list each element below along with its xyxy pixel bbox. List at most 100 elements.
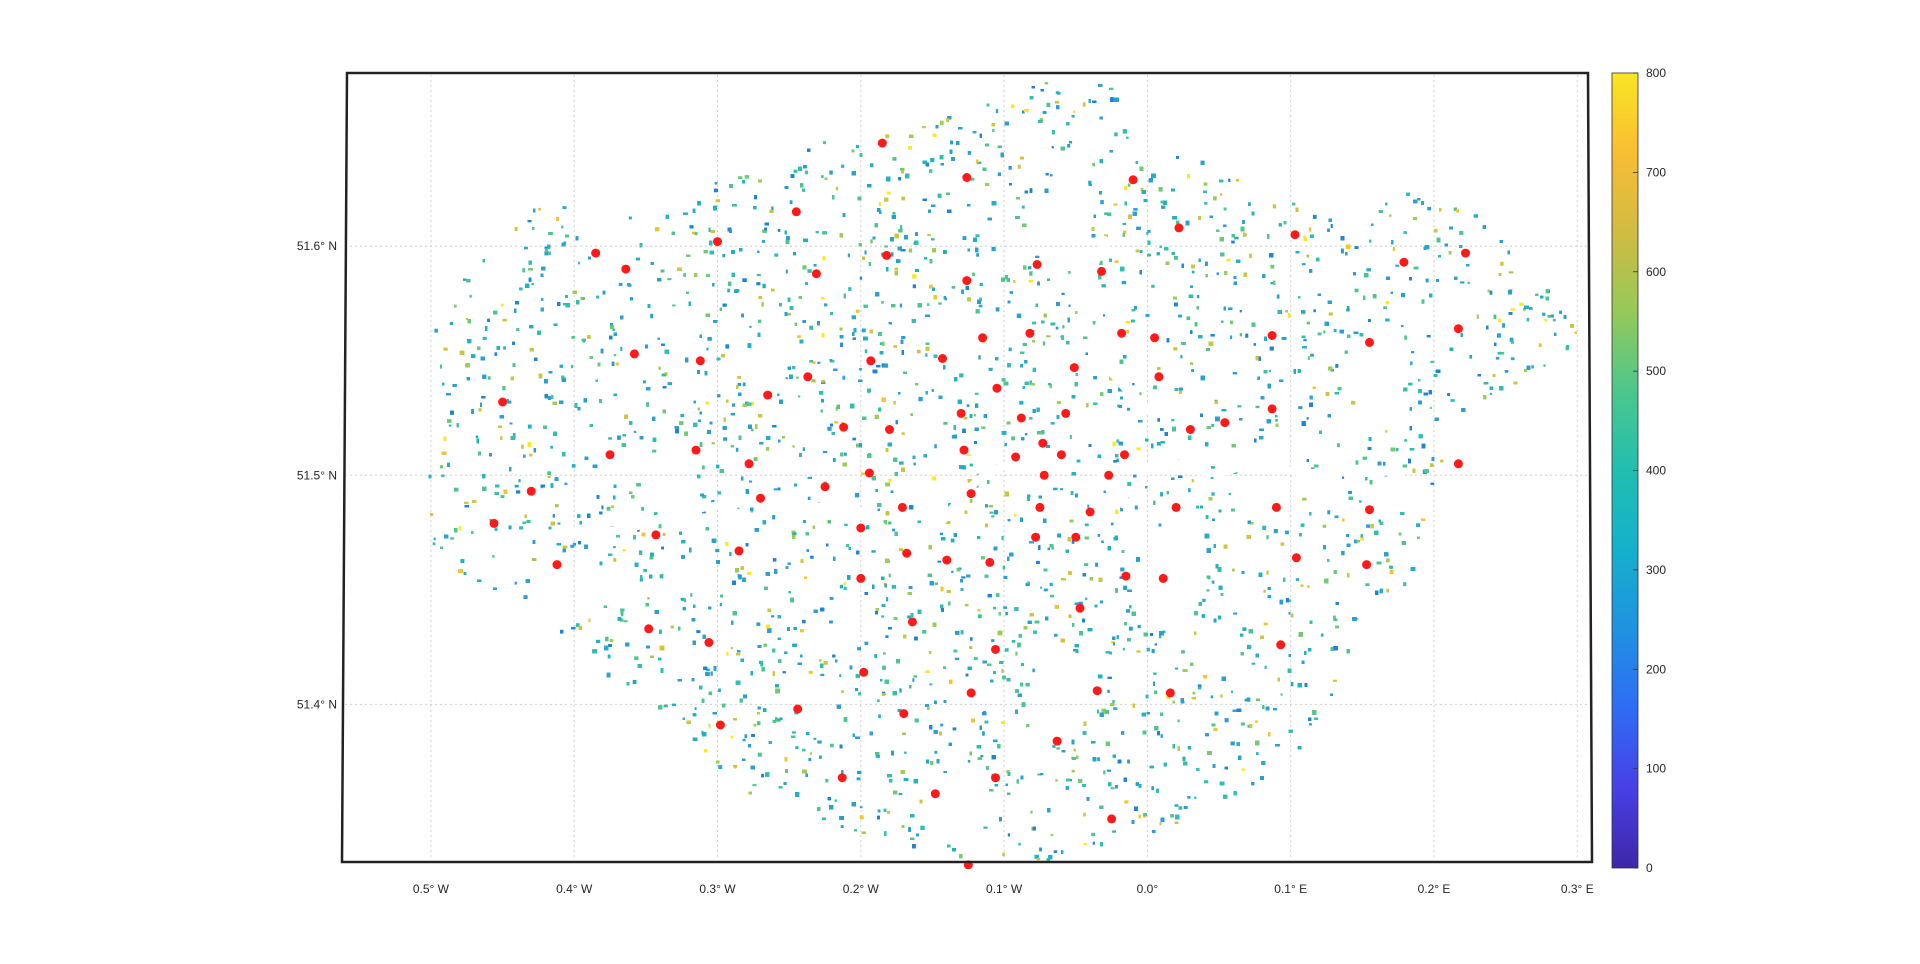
data-point: [1103, 314, 1106, 317]
data-point: [961, 465, 966, 470]
data-point: [1251, 662, 1256, 665]
data-point: [807, 476, 812, 479]
data-point: [1136, 447, 1141, 451]
data-point: [1112, 830, 1116, 833]
data-point: [875, 610, 878, 615]
data-point: [692, 231, 696, 235]
data-point: [943, 421, 948, 425]
data-point: [1049, 383, 1052, 389]
data-point: [822, 450, 828, 454]
data-point: [707, 337, 712, 341]
data-point: [492, 555, 495, 558]
data-point: [832, 458, 836, 463]
data-point: [1543, 364, 1546, 367]
data-point: [1369, 239, 1372, 243]
data-point: [449, 322, 454, 326]
data-point: [615, 362, 619, 366]
data-point: [761, 240, 766, 243]
data-point: [890, 252, 894, 257]
data-point: [1078, 601, 1083, 605]
data-point: [797, 335, 801, 338]
data-point: [572, 542, 577, 546]
data-point: [967, 759, 971, 763]
data-point: [913, 675, 917, 678]
data-point: [1245, 333, 1249, 338]
data-point: [758, 295, 763, 299]
data-point: [1056, 747, 1061, 750]
data-point: [1509, 337, 1514, 342]
data-point: [1013, 280, 1016, 283]
data-point: [875, 755, 880, 758]
data-point: [819, 659, 822, 662]
data-point: [650, 313, 654, 319]
data-point: [588, 618, 591, 623]
data-point: [977, 614, 982, 619]
data-point: [541, 297, 544, 301]
data-point: [1403, 582, 1407, 587]
data-point: [1204, 202, 1208, 205]
data-point: [1500, 261, 1504, 266]
data-point: [1152, 385, 1158, 390]
data-point: [538, 207, 541, 211]
data-point: [1337, 443, 1340, 448]
data-point: [1023, 626, 1028, 630]
data-point: [802, 748, 806, 752]
data-point: [757, 319, 762, 323]
data-point: [1109, 87, 1114, 90]
data-point: [851, 315, 856, 320]
data-point: [843, 586, 847, 591]
data-point: [464, 501, 469, 504]
data-point: [1179, 390, 1182, 394]
data-point: [610, 505, 615, 508]
data-point: [547, 471, 552, 475]
data-point: [1054, 100, 1060, 104]
data-point: [773, 488, 778, 491]
data-point: [1040, 89, 1044, 92]
data-point: [523, 454, 526, 458]
data-point: [1191, 270, 1195, 274]
data-point: [975, 403, 979, 408]
data-point: [1216, 272, 1219, 276]
data-point: [1111, 640, 1115, 644]
data-point: [1248, 202, 1251, 206]
data-point: [1008, 166, 1012, 170]
data-point: [774, 253, 779, 257]
data-point: [1174, 667, 1179, 670]
data-point: [1341, 550, 1345, 556]
data-point: [840, 825, 844, 828]
data-point: [908, 248, 913, 253]
data-point: [1137, 624, 1141, 629]
data-point: [891, 214, 896, 220]
data-point: [821, 175, 824, 178]
data-point: [1121, 280, 1127, 285]
data-point: [1395, 448, 1399, 452]
data-point: [710, 671, 713, 676]
data-point: [702, 465, 705, 470]
data-point: [1510, 357, 1515, 361]
data-point: [785, 377, 788, 380]
data-point: [469, 294, 472, 298]
data-point: [1149, 765, 1154, 769]
data-point: [1330, 224, 1333, 228]
data-point: [1101, 284, 1106, 288]
data-point: [1231, 240, 1235, 244]
data-point: [599, 561, 603, 566]
data-point: [995, 307, 1000, 312]
data-point: [1228, 178, 1231, 182]
data-point: [972, 272, 975, 277]
data-point: [1220, 193, 1223, 196]
data-point: [901, 461, 904, 465]
data-point: [1056, 105, 1060, 110]
data-point: [874, 414, 879, 420]
data-point: [940, 723, 944, 727]
data-point: [680, 597, 685, 601]
data-point: [1270, 282, 1273, 285]
data-point: [1098, 260, 1103, 265]
data-point: [983, 826, 988, 829]
data-point: [1211, 580, 1215, 584]
data-point: [991, 639, 995, 643]
data-point: [731, 403, 736, 407]
data-point: [1360, 536, 1365, 541]
data-point: [840, 342, 843, 347]
data-point: [797, 395, 801, 398]
